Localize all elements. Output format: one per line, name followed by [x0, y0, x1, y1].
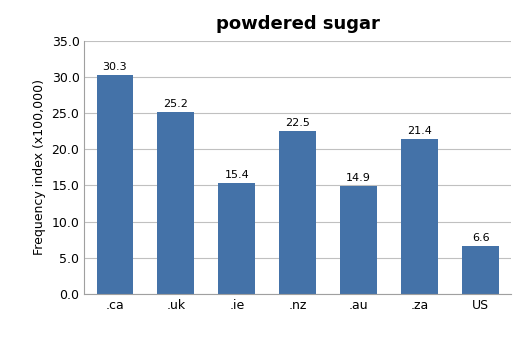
- Bar: [158, 112, 194, 294]
- Bar: [96, 75, 133, 294]
- Text: 21.4: 21.4: [407, 126, 432, 136]
- Bar: [462, 246, 499, 294]
- Text: 30.3: 30.3: [102, 62, 127, 72]
- Bar: [219, 183, 255, 294]
- Text: 6.6: 6.6: [472, 233, 490, 243]
- Bar: [340, 186, 377, 294]
- Y-axis label: Frequency index (x100,000): Frequency index (x100,000): [33, 79, 46, 255]
- Text: 14.9: 14.9: [346, 173, 371, 183]
- Bar: [279, 131, 316, 294]
- Text: 22.5: 22.5: [285, 118, 310, 128]
- Text: 25.2: 25.2: [163, 99, 188, 108]
- Title: powdered sugar: powdered sugar: [216, 16, 379, 33]
- Bar: [402, 139, 438, 294]
- Text: 15.4: 15.4: [225, 170, 249, 179]
